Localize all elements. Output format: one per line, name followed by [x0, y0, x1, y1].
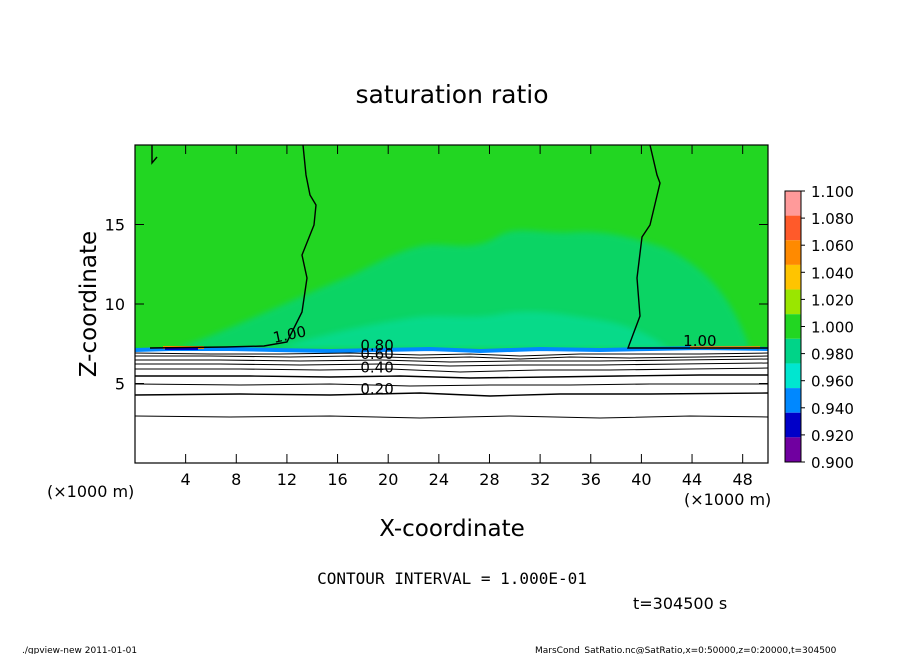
colorbar-label: 0.920 [811, 427, 854, 445]
colorbar-label: 0.980 [811, 346, 854, 364]
footer-left: ./gpview-new 2011-01-01 [22, 646, 137, 654]
x-tick-label: 12 [277, 470, 297, 489]
plot-area: 1.00 1.000.800.600.400.20 [135, 145, 768, 463]
contour-0-70 [135, 358, 768, 363]
x-tick-label: 32 [530, 470, 550, 489]
colorbar-swatch [785, 338, 801, 364]
contour-1-00-left [149, 145, 317, 349]
x-tick-label: 44 [682, 470, 702, 489]
x-tick-label: 28 [479, 470, 499, 489]
contour-0-60 [135, 362, 768, 367]
contour-0-40 [135, 374, 768, 379]
central-cyan-zone [175, 230, 750, 349]
central-cyan-highlight [275, 311, 670, 349]
x-tick-label: 8 [231, 470, 241, 489]
contour-1-00-right [626, 145, 768, 349]
chart-title: saturation ratio [355, 80, 548, 109]
time-label: t=304500 s [633, 594, 727, 613]
y-tick-label: 15 [105, 216, 125, 235]
colorbar-label: 0.900 [811, 454, 854, 472]
y-tick-label: 10 [105, 295, 125, 314]
colorbar-label: 1.020 [811, 291, 854, 309]
x-axis-label: X-coordinate [379, 516, 525, 542]
colorbar-label: 1.000 [811, 319, 854, 337]
colorbar-label: 0.940 [811, 400, 854, 418]
x-tick-label: 24 [429, 470, 449, 489]
colorbar-swatch [785, 289, 801, 315]
y-axis: 5 10 15 [105, 216, 768, 394]
contour-0-50 [135, 367, 768, 373]
saturation-boundary-band [135, 345, 768, 354]
y-tick-label: 5 [115, 375, 125, 394]
lower-white-field [135, 349, 768, 463]
contour-label: 0.80 [360, 336, 393, 354]
colorbar-swatch [785, 437, 801, 462]
colorbar-swatch [785, 191, 801, 216]
contour-0-90 [135, 352, 768, 357]
x-tick-label: 16 [327, 470, 347, 489]
x-tick-label: 40 [631, 470, 651, 489]
colorbar: 1.100 1.080 1.060 1.040 1.020 1.000 0.980 0.960… [784, 183, 854, 472]
contour-label: 1.00 [683, 332, 716, 350]
contour-label: 0.40 [360, 358, 393, 376]
colorbar-swatch [785, 412, 801, 438]
colorbar-label: 1.040 [811, 264, 854, 282]
x-tick-label: 20 [378, 470, 398, 489]
contour-0-30 [135, 383, 768, 387]
contour-0-80 [135, 355, 768, 360]
colorbar-label: 0.960 [811, 373, 854, 391]
colorbar-swatch [785, 388, 801, 413]
colorbar-swatch [785, 215, 801, 241]
colorbar-label: 1.100 [811, 183, 854, 201]
x-tick-label: 48 [733, 470, 753, 489]
contour-0-20 [135, 392, 768, 397]
x-axis-unit-left: (×1000 m) [47, 482, 134, 501]
footer-right: MarsCond_SatRatio.nc@SatRatio,x=0:50000,… [535, 646, 837, 654]
x-axis-unit-right: (×1000 m) [684, 490, 771, 509]
x-tick-label: 36 [581, 470, 601, 489]
contour-label: 0.20 [360, 380, 393, 398]
colorbar-swatch [785, 363, 801, 389]
colorbar-swatch [785, 264, 801, 290]
x-axis: 4 8 12 16 20 24 28 32 36 40 44 48 [181, 145, 753, 489]
contour-0-10 [135, 415, 768, 419]
colorbar-swatch [785, 240, 801, 265]
contour-interval-note: CONTOUR INTERVAL = 1.000E-01 [317, 569, 587, 588]
colorbar-swatch [785, 314, 801, 339]
colorbar-label: 1.060 [811, 237, 854, 255]
y-axis-label: Z-coordinate [76, 231, 102, 377]
colorbar-label: 1.080 [811, 210, 854, 228]
contour-label: 0.60 [360, 345, 393, 363]
x-tick-label: 4 [181, 470, 191, 489]
